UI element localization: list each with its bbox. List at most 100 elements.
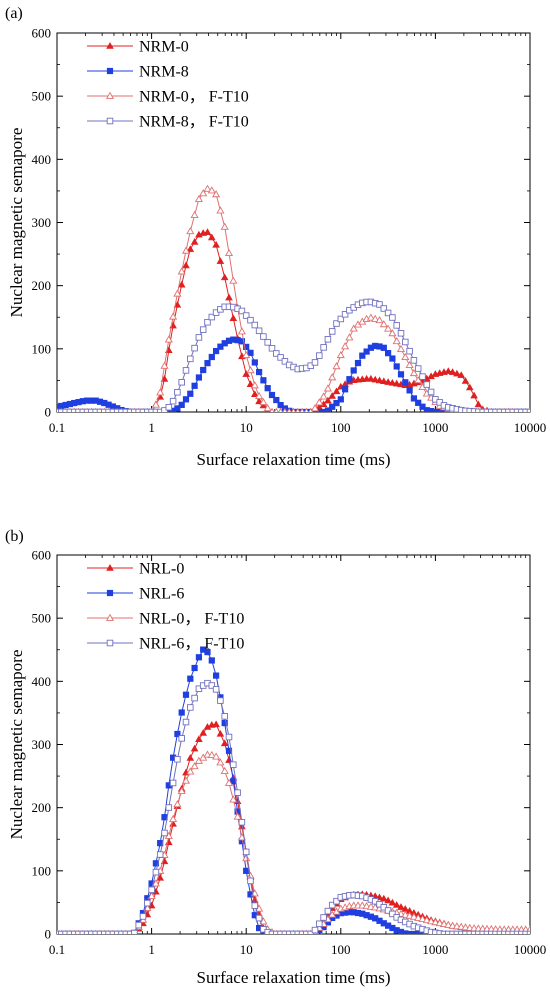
data-point — [483, 408, 491, 412]
data-point — [371, 314, 380, 322]
legend-label: NRL-6 — [139, 586, 184, 603]
series-line — [57, 648, 530, 934]
data-point — [492, 408, 499, 412]
legend-label: NRM-8， F-T10 — [139, 114, 249, 131]
data-point — [220, 766, 229, 774]
data-point — [118, 408, 125, 412]
data-point — [384, 309, 392, 317]
data-point — [66, 930, 74, 934]
data-point — [105, 408, 112, 412]
data-point — [109, 930, 117, 934]
data-point — [250, 390, 259, 398]
data-point — [436, 408, 443, 412]
data-point — [75, 930, 82, 934]
data-point — [131, 929, 138, 934]
legend-marker — [106, 117, 114, 125]
legend-label: NRM-0 — [139, 39, 189, 56]
x-tick-label: 0.1 — [49, 942, 65, 957]
data-point — [259, 397, 268, 406]
data-point — [109, 408, 117, 412]
series-line — [57, 723, 530, 934]
data-point — [440, 930, 448, 934]
data-point — [151, 400, 160, 408]
data-point — [169, 312, 178, 320]
data-point — [402, 379, 409, 386]
data-point — [247, 349, 254, 356]
data-point — [388, 898, 397, 906]
data-point — [410, 930, 418, 934]
x-tick-label: 10000 — [514, 942, 547, 957]
data-point — [169, 779, 177, 787]
data-point — [419, 373, 426, 380]
y-axis-title: Nuclear magnetic semapore — [7, 650, 26, 840]
data-point — [181, 776, 191, 784]
series-line — [57, 754, 530, 934]
data-point — [366, 902, 375, 910]
data-point — [319, 392, 328, 400]
series-nrm-0 — [57, 228, 530, 412]
data-point — [379, 320, 388, 328]
data-point — [414, 913, 423, 921]
data-point — [409, 912, 418, 920]
chart-panel-a: 0.1 1 10 100 1000 10000 0 100 200 300 400 500 600 (a)… — [5, 5, 546, 469]
y-tick-label: 200 — [32, 800, 52, 815]
data-point — [126, 930, 134, 934]
data-point — [207, 233, 216, 241]
data-point — [397, 903, 405, 910]
data-point — [462, 930, 469, 934]
data-point — [389, 910, 396, 918]
data-point — [174, 389, 181, 396]
data-point — [475, 930, 482, 934]
legend-label: NRL-0 — [139, 561, 184, 578]
data-point — [199, 326, 207, 333]
data-point — [174, 405, 181, 412]
y-tick-label: 400 — [32, 152, 52, 167]
data-point — [216, 257, 225, 264]
data-point — [250, 381, 259, 389]
data-point — [496, 930, 504, 934]
data-point — [299, 407, 305, 412]
data-point — [156, 873, 165, 881]
data-point — [186, 226, 195, 235]
data-point — [406, 930, 413, 934]
data-point — [225, 733, 233, 741]
data-point — [229, 795, 238, 803]
data-point — [285, 930, 293, 934]
data-point — [332, 362, 341, 370]
data-point — [354, 359, 362, 367]
data-point — [500, 930, 508, 934]
data-point — [366, 313, 375, 321]
y-tick-label: 600 — [32, 26, 52, 41]
data-point — [242, 312, 250, 319]
data-point — [251, 321, 259, 329]
data-point — [465, 383, 474, 391]
data-point — [173, 289, 182, 297]
data-point — [182, 718, 190, 726]
data-point — [388, 329, 397, 337]
data-point — [187, 355, 194, 363]
data-point — [203, 228, 212, 235]
data-point — [290, 930, 297, 934]
data-point — [375, 316, 384, 324]
data-point — [363, 348, 370, 355]
data-point — [229, 276, 238, 284]
data-point — [186, 245, 195, 252]
data-point — [401, 910, 410, 918]
data-point — [186, 754, 195, 761]
data-point — [83, 930, 91, 934]
data-point — [273, 407, 279, 412]
data-point — [350, 367, 357, 374]
series-nrl-0-f-t10 — [57, 750, 530, 934]
data-point — [156, 851, 164, 858]
data-point — [461, 377, 470, 384]
series-line — [57, 301, 530, 412]
data-point — [190, 744, 199, 752]
y-tick-label: 0 — [45, 405, 52, 420]
data-point — [397, 330, 405, 337]
data-point — [418, 914, 427, 923]
data-point — [453, 369, 461, 377]
data-point — [238, 338, 246, 345]
x-tick-label: 10000 — [514, 420, 547, 435]
data-point — [405, 360, 414, 369]
data-point — [509, 930, 517, 934]
